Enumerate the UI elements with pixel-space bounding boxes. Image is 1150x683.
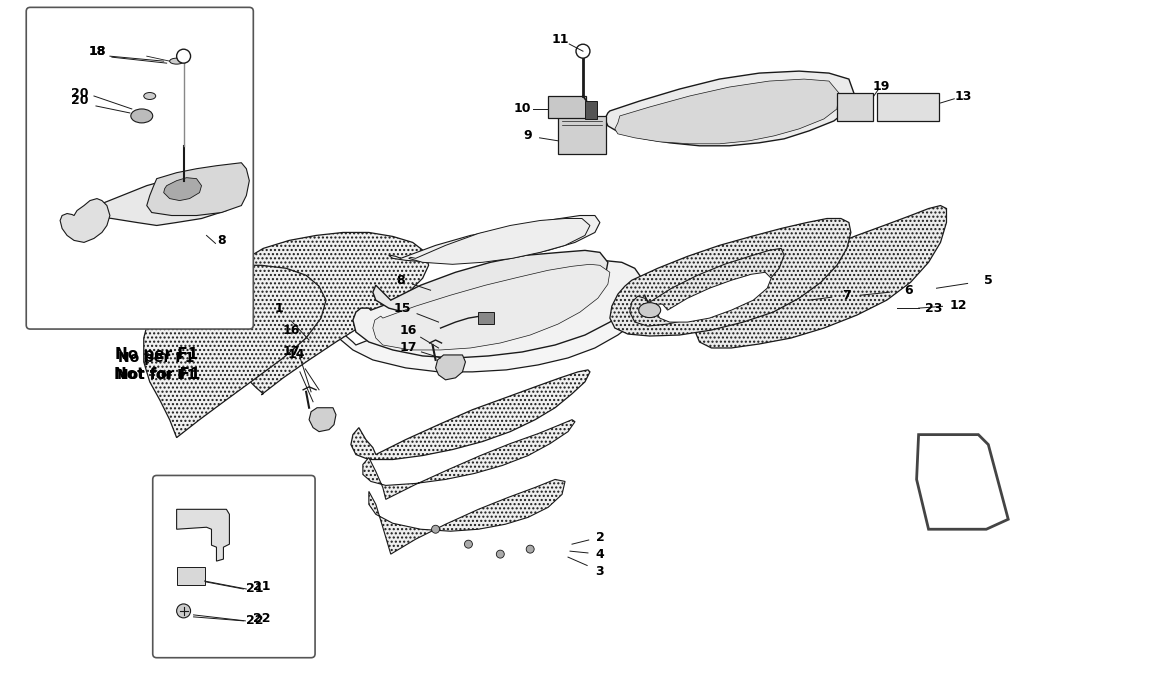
Polygon shape — [74, 171, 246, 225]
Circle shape — [431, 525, 439, 533]
Polygon shape — [615, 79, 838, 144]
Ellipse shape — [144, 92, 155, 100]
Polygon shape — [605, 71, 853, 145]
Polygon shape — [408, 219, 590, 264]
Text: 22: 22 — [253, 613, 270, 626]
Text: 8: 8 — [217, 234, 225, 247]
Text: 5: 5 — [984, 274, 992, 287]
Text: 6: 6 — [904, 283, 913, 296]
Text: 20: 20 — [71, 94, 89, 107]
Polygon shape — [369, 479, 565, 554]
Polygon shape — [220, 232, 429, 395]
FancyBboxPatch shape — [26, 8, 253, 329]
Bar — [876, 93, 938, 121]
Text: 17: 17 — [400, 342, 417, 354]
Ellipse shape — [170, 58, 184, 64]
Text: 16: 16 — [400, 324, 417, 337]
Text: 21: 21 — [246, 583, 263, 596]
Polygon shape — [373, 264, 610, 350]
Circle shape — [497, 550, 505, 558]
Text: 18: 18 — [89, 44, 106, 57]
Polygon shape — [363, 419, 575, 499]
Polygon shape — [656, 273, 772, 322]
Text: 23: 23 — [925, 302, 942, 315]
Polygon shape — [373, 251, 608, 318]
Polygon shape — [144, 265, 325, 438]
Polygon shape — [389, 216, 600, 262]
Text: 17: 17 — [283, 346, 300, 359]
Text: No per F1: No per F1 — [115, 348, 198, 363]
Text: 20: 20 — [71, 87, 89, 100]
Circle shape — [465, 540, 473, 548]
Circle shape — [177, 604, 191, 618]
Polygon shape — [610, 219, 851, 336]
Text: 22: 22 — [246, 615, 263, 628]
Text: 14: 14 — [288, 348, 305, 361]
Circle shape — [177, 49, 191, 63]
Circle shape — [527, 545, 534, 553]
Text: 9: 9 — [523, 129, 531, 142]
Polygon shape — [351, 370, 590, 460]
Bar — [177, 567, 205, 585]
Polygon shape — [436, 355, 466, 380]
Text: 4: 4 — [596, 548, 604, 561]
Polygon shape — [630, 249, 784, 326]
Text: 3: 3 — [596, 565, 604, 578]
Text: 7: 7 — [843, 289, 851, 302]
Polygon shape — [336, 278, 647, 372]
Bar — [549, 96, 586, 118]
Text: 11: 11 — [551, 33, 569, 46]
Ellipse shape — [131, 109, 153, 123]
Text: No per F1: No per F1 — [118, 351, 196, 365]
Text: 8: 8 — [397, 274, 405, 287]
Polygon shape — [60, 199, 110, 242]
Polygon shape — [177, 510, 229, 561]
Ellipse shape — [638, 303, 660, 318]
Text: 16: 16 — [283, 324, 300, 337]
Text: 1: 1 — [275, 302, 284, 315]
Text: 2: 2 — [596, 531, 604, 544]
Polygon shape — [353, 260, 642, 358]
Polygon shape — [309, 408, 336, 432]
Text: 10: 10 — [513, 102, 531, 115]
Bar — [837, 93, 873, 121]
Polygon shape — [917, 434, 1009, 529]
Polygon shape — [147, 163, 250, 216]
Text: 21: 21 — [253, 581, 270, 594]
Text: 12: 12 — [950, 298, 967, 311]
Polygon shape — [695, 206, 946, 348]
Bar — [478, 312, 494, 324]
Text: 13: 13 — [954, 89, 972, 102]
Polygon shape — [163, 178, 201, 201]
FancyBboxPatch shape — [153, 475, 315, 658]
Text: Not for F1: Not for F1 — [117, 368, 197, 382]
Text: 15: 15 — [394, 302, 412, 315]
Bar — [585, 101, 597, 119]
Bar — [558, 116, 606, 154]
Circle shape — [576, 44, 590, 58]
Text: 18: 18 — [89, 44, 106, 57]
Text: Not for F1: Not for F1 — [114, 367, 200, 382]
Text: 19: 19 — [872, 79, 889, 92]
